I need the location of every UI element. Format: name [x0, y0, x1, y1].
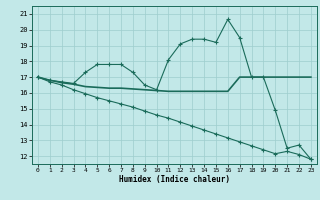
- X-axis label: Humidex (Indice chaleur): Humidex (Indice chaleur): [119, 175, 230, 184]
